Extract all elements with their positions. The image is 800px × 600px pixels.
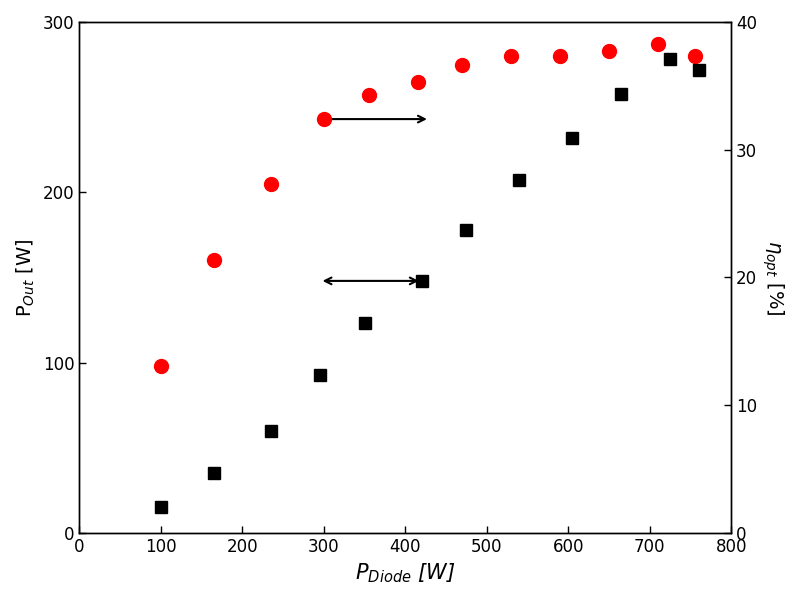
X-axis label: P$_{Diode}$ [W]: P$_{Diode}$ [W] [355,562,455,585]
Y-axis label: $\eta_{opt}$ [%]: $\eta_{opt}$ [%] [759,240,785,315]
Y-axis label: P$_{Out}$ [W]: P$_{Out}$ [W] [15,238,38,317]
